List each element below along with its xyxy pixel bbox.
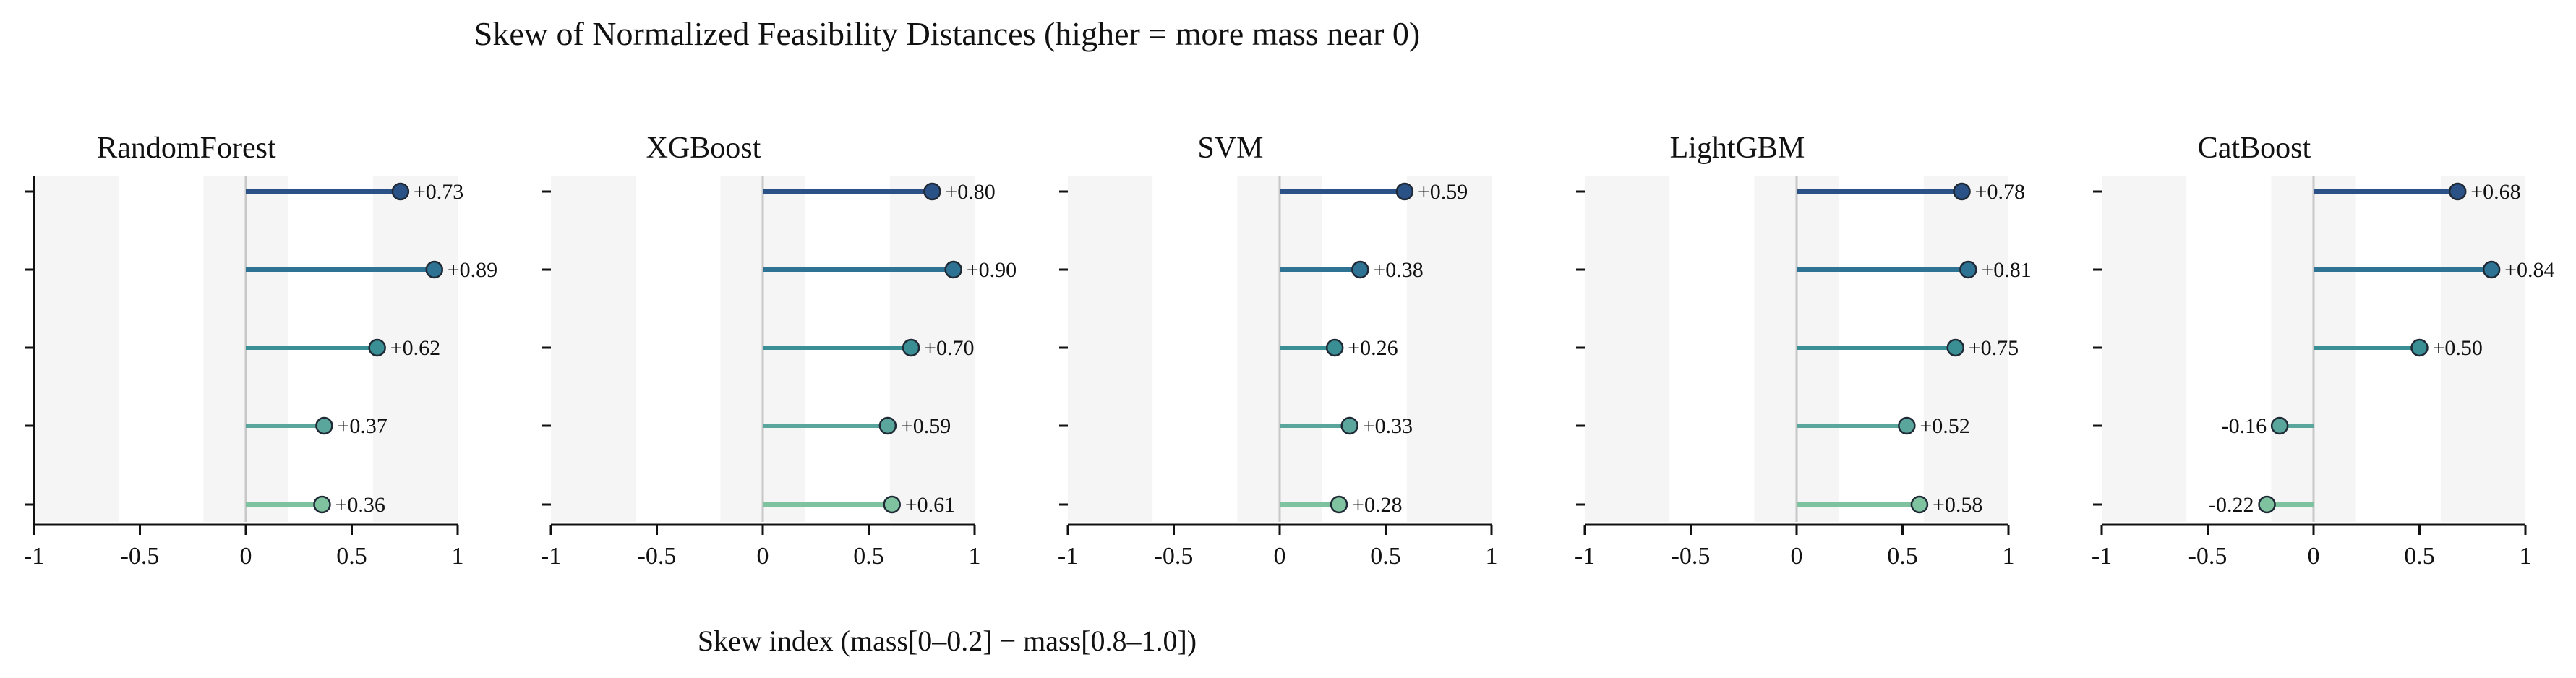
x-tick-label: -0.5 — [121, 543, 160, 570]
panel-title: LightGBM — [1670, 132, 1805, 165]
lollipop-marker — [425, 260, 444, 279]
background-band — [551, 176, 636, 522]
value-label: +0.73 — [414, 180, 463, 204]
x-tick-label: 1 — [2520, 543, 2532, 570]
background-band — [1406, 176, 1492, 522]
chart-panel: LightGBM -1 -0.5 0 0.5 1 +0.78 +0.81 +0.75 +0.52 +… — [1575, 132, 2032, 570]
value-label: +0.90 — [967, 258, 1017, 282]
background-band — [1585, 176, 1670, 522]
x-tick-label: -1 — [1058, 543, 1078, 570]
lollipop-marker — [315, 416, 333, 435]
value-label: +0.80 — [945, 180, 995, 204]
lollipop-marker — [1325, 338, 1344, 357]
x-tick-label: -0.5 — [638, 543, 677, 570]
value-label: +0.68 — [2470, 180, 2520, 204]
x-tick-label: 1 — [452, 543, 464, 570]
value-label: +0.52 — [1920, 414, 1969, 438]
chart-panel: RandomForest -1 -0.5 0 0.5 1 +0.73 +0.89 +0.62 +0… — [24, 132, 497, 570]
value-label: -0.16 — [2222, 414, 2267, 438]
x-tick-label: 0 — [1274, 543, 1286, 570]
background-band — [2102, 176, 2187, 522]
value-label: +0.59 — [901, 414, 951, 438]
lollipop-marker — [1395, 182, 1414, 201]
chart-panel: SVM -1 -0.5 0 0.5 1 +0.59 +0.38 +0.26 +0.33 +0.28 — [1058, 132, 1498, 570]
value-label: +0.26 — [1348, 336, 1398, 360]
value-label: +0.59 — [1418, 180, 1468, 204]
x-tick-label: 0.5 — [853, 543, 884, 570]
chart-panel: CatBoost -1 -0.5 0 0.5 1 +0.68 +0.84 +0.50 -0.16 -… — [2092, 132, 2555, 570]
lollipop-marker — [391, 182, 410, 201]
lollipop-marker — [2482, 260, 2501, 279]
background-band — [372, 176, 458, 522]
panel-title: RandomForest — [97, 132, 276, 165]
lollipop-marker — [944, 260, 962, 279]
lollipop-marker — [1910, 495, 1929, 514]
lollipop-marker — [1330, 495, 1348, 514]
x-tick-label: -1 — [541, 543, 561, 570]
value-label: +0.33 — [1363, 414, 1413, 438]
x-tick-label: -0.5 — [2188, 543, 2228, 570]
lollipop-marker — [878, 416, 897, 435]
lollipop-marker — [1340, 416, 1358, 435]
value-label: +0.62 — [390, 336, 440, 360]
value-label: +0.75 — [1969, 336, 2019, 360]
x-tick-label: 0 — [1791, 543, 1803, 570]
x-tick-label: -1 — [1575, 543, 1595, 570]
x-tick-label: 0 — [2308, 543, 2320, 570]
background-band — [1068, 176, 1153, 522]
value-label: +0.78 — [1975, 180, 2025, 204]
lollipop-marker — [1959, 260, 1977, 279]
x-axis-label: Skew index (mass[0–0.2] − mass[0.8–1.0]) — [698, 625, 1197, 657]
background-band — [2440, 176, 2525, 522]
x-tick-label: 0.5 — [1370, 543, 1401, 570]
x-tick-label: -0.5 — [1672, 543, 1711, 570]
x-tick-label: 1 — [1486, 543, 1498, 570]
lollipop-marker — [1898, 416, 1916, 435]
background-band — [34, 176, 119, 522]
lollipop-marker — [923, 182, 941, 201]
lollipop-marker — [313, 495, 331, 514]
x-tick-label: -0.5 — [1155, 543, 1194, 570]
lollipop-marker — [2258, 495, 2276, 514]
value-label: +0.38 — [1373, 258, 1423, 282]
lollipop-marker — [902, 338, 920, 357]
value-label: +0.61 — [905, 493, 955, 517]
panel-title: CatBoost — [2198, 132, 2311, 165]
x-tick-label: 0 — [240, 543, 252, 570]
lollipop-marker — [2270, 416, 2289, 435]
value-label: +0.50 — [2433, 336, 2483, 360]
value-label: +0.28 — [1352, 493, 1402, 517]
x-tick-label: 0.5 — [2404, 543, 2435, 570]
value-label: +0.89 — [448, 258, 497, 282]
value-label: +0.37 — [337, 414, 387, 438]
x-tick-label: 1 — [969, 543, 981, 570]
x-tick-label: 0 — [757, 543, 769, 570]
x-tick-label: -1 — [2092, 543, 2112, 570]
value-label: +0.84 — [2504, 258, 2554, 282]
value-label: +0.58 — [1933, 493, 1982, 517]
value-label: +0.70 — [924, 336, 974, 360]
x-tick-label: -1 — [24, 543, 44, 570]
lollipop-marker — [368, 338, 386, 357]
value-label: +0.36 — [335, 493, 385, 517]
lollipop-marker — [2410, 338, 2429, 357]
panel-title: XGBoost — [646, 132, 761, 165]
panel-title: SVM — [1197, 132, 1263, 165]
panels-container: RandomForest -1 -0.5 0 0.5 1 +0.73 +0.89 +0.62 +0… — [24, 132, 2555, 570]
lollipop-marker — [1953, 182, 1971, 201]
value-label: -0.22 — [2209, 493, 2254, 517]
figure-title: Skew of Normalized Feasibility Distances… — [474, 15, 1420, 52]
lollipop-marker — [1946, 338, 1964, 357]
chart-panel: XGBoost -1 -0.5 0 0.5 1 +0.80 +0.90 +0.70 +0.59 +0… — [541, 132, 1017, 570]
x-tick-label: 0.5 — [336, 543, 367, 570]
value-label: +0.81 — [1981, 258, 2031, 282]
lollipop-marker — [883, 495, 901, 514]
x-tick-label: 1 — [2003, 543, 2015, 570]
x-tick-label: 0.5 — [1887, 543, 1918, 570]
lollipop-marker — [2448, 182, 2467, 201]
lollipop-marker — [1351, 260, 1369, 279]
